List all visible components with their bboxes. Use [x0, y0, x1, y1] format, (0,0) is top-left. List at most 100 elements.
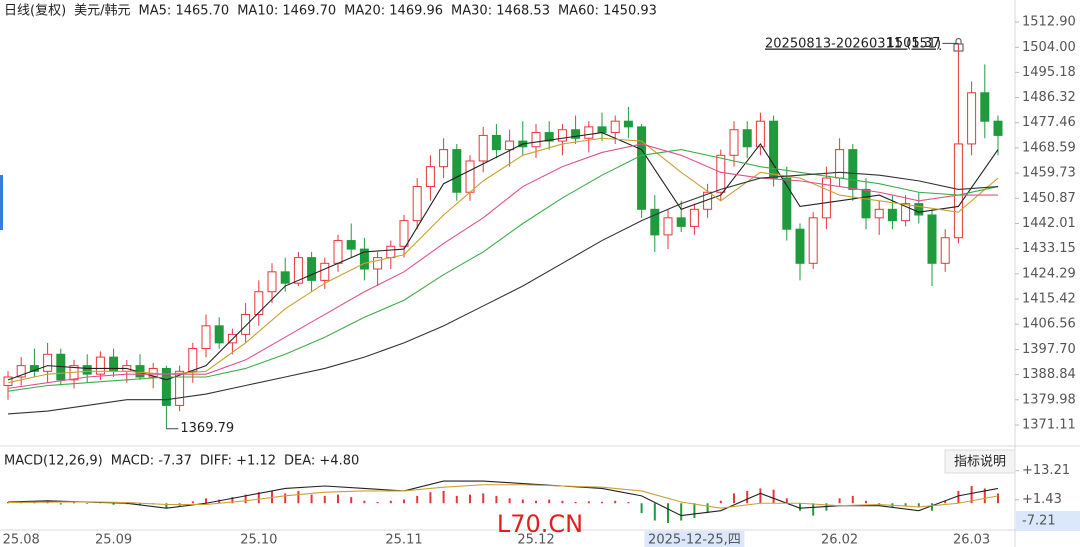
y-tick-label: 1442.01	[1022, 216, 1076, 231]
indicator-button-label[interactable]: 指标说明	[954, 455, 1006, 470]
candle-body	[993, 120, 1003, 136]
candle-body	[201, 325, 211, 350]
candle-body	[584, 126, 594, 139]
candle-body	[887, 208, 897, 222]
cursor-x-box	[644, 531, 745, 547]
candle-body	[188, 348, 198, 372]
candle-body	[729, 129, 739, 156]
candle-body	[109, 356, 119, 372]
candle-body	[914, 203, 924, 216]
line-series	[7, 171, 999, 415]
legend-label: MA5: 1465.70	[139, 4, 230, 19]
candle-body	[254, 291, 264, 315]
line-series	[7, 480, 999, 517]
candle-body	[386, 245, 396, 259]
candle-body	[557, 129, 567, 142]
y-tick-label: 1512.90	[1022, 14, 1076, 29]
candle-body	[95, 356, 105, 375]
candle-body	[175, 370, 185, 406]
candle-body	[967, 92, 977, 145]
y-tick-label: 1433.15	[1022, 241, 1076, 256]
candle-body	[663, 217, 673, 236]
watermark: L70.CN	[497, 510, 583, 538]
legend-label: MACD(12,26,9)	[4, 454, 103, 469]
candle-body	[650, 208, 660, 236]
candle-body	[980, 92, 990, 122]
candle-body	[901, 203, 911, 222]
candle-body	[531, 132, 541, 148]
candle-body	[267, 271, 277, 293]
min-label: 1369.79	[180, 421, 234, 436]
line-series	[7, 143, 998, 389]
x-tick-label: 25.10	[240, 533, 277, 547]
candle-body	[412, 186, 422, 222]
legend-label: MA30: 1468.53	[451, 4, 550, 19]
y-tick-label: 1424.29	[1022, 266, 1076, 281]
y-tick-label: 1379.98	[1022, 392, 1076, 407]
x-tick-label: 25.09	[95, 533, 132, 547]
candle-body	[307, 257, 317, 281]
candle-body	[465, 160, 475, 193]
candle-body	[544, 132, 554, 142]
candle-body	[346, 240, 356, 250]
candle-body	[16, 365, 26, 378]
y-tick-label: +1.43	[1022, 492, 1062, 507]
legend-label: 美元/韩元	[74, 4, 130, 19]
candle-body	[623, 120, 633, 128]
legend-label: DEA: +4.80	[284, 454, 359, 469]
candle-body	[452, 149, 462, 193]
x-tick-label: 25.08	[3, 533, 40, 547]
legend-label: MA60: 1450.93	[558, 4, 657, 19]
candle-body	[676, 217, 686, 227]
candle-body	[280, 271, 290, 284]
candle-body	[597, 126, 607, 134]
y-tick-label: 1459.73	[1022, 166, 1076, 181]
x-tick-label: 26.03	[953, 533, 990, 547]
candle-body	[742, 129, 752, 148]
candle-body	[769, 120, 779, 179]
candle-body	[571, 129, 581, 139]
indicator-button[interactable]	[944, 449, 1016, 474]
candle-body	[320, 262, 330, 281]
y-tick-label: 1371.11	[1022, 417, 1076, 432]
candle-body	[795, 228, 805, 264]
candle-body	[808, 217, 818, 264]
y-tick-label: 1397.70	[1022, 342, 1076, 357]
candle-body	[505, 140, 515, 151]
legend-label: MA10: 1469.70	[237, 4, 336, 19]
line-series	[7, 149, 999, 392]
candle-body	[821, 177, 831, 219]
cursor-x-label: 2025-12-25,四	[648, 533, 741, 547]
candle-body	[874, 208, 884, 219]
candle-body	[161, 367, 171, 406]
x-tick-label: 26.02	[821, 533, 858, 547]
legend-label: DIFF: +1.12	[200, 454, 276, 469]
candle-body	[82, 365, 92, 375]
candle-body	[755, 120, 765, 148]
max-label: 1505.37	[887, 36, 941, 51]
candle-body	[399, 220, 409, 247]
x-tick-label: 25.11	[385, 533, 422, 547]
side-marker	[0, 175, 3, 230]
x-tick-label: 25.12	[517, 533, 554, 547]
candle-body	[782, 177, 792, 230]
range-label: 20250813-20260311 (151)	[765, 37, 941, 52]
line-series	[7, 484, 999, 509]
candle-body	[333, 240, 343, 264]
candle-body	[689, 208, 699, 227]
candle-body	[927, 214, 937, 264]
candle-body	[835, 149, 845, 179]
candle-body	[478, 134, 488, 162]
candle-body	[425, 166, 435, 188]
candle-body	[293, 257, 303, 284]
y-tick-label: 1468.59	[1022, 140, 1076, 155]
candle-body	[491, 134, 501, 151]
y-tick-label: 1406.56	[1022, 317, 1076, 332]
y-tick-label: 1388.84	[1022, 367, 1076, 382]
y-tick-label: 1495.18	[1022, 65, 1076, 80]
y-tick-label: +13.21	[1022, 463, 1070, 478]
candle-body	[848, 149, 858, 190]
y-tick-label: 1504.00	[1022, 40, 1076, 55]
